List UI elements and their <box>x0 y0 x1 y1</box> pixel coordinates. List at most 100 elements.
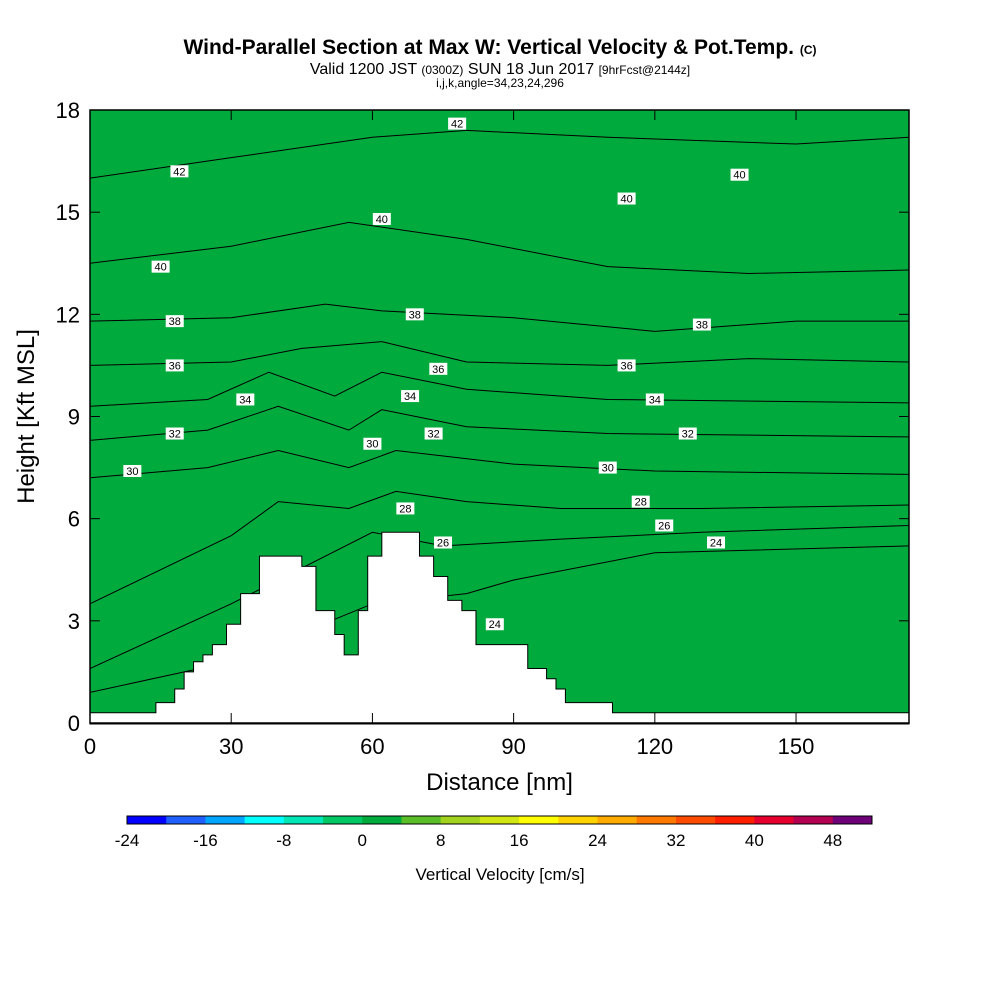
theta-contour-40 <box>90 221 909 274</box>
contour-label-box-11 <box>617 359 636 372</box>
contour-label-36: 36 <box>620 360 632 372</box>
contour-label-30: 30 <box>126 466 138 478</box>
x-tick-label: 30 <box>219 734 243 759</box>
contour-label-box-6 <box>165 315 184 328</box>
contour-label-36: 36 <box>432 364 444 376</box>
x-tick-label: 90 <box>501 734 525 759</box>
theta-contour-36 <box>90 341 909 366</box>
x-tick-label: 120 <box>636 734 673 759</box>
colorbar-swatch <box>244 816 285 824</box>
theta-contour-30 <box>90 450 909 479</box>
contour-label-30: 30 <box>602 463 614 475</box>
colorbar-swatch <box>323 816 363 824</box>
chart-subtitle: Valid 1200 JST (0300Z) SUN 18 Jun 2017 [… <box>0 61 1000 79</box>
colorbar-swatch <box>558 816 599 824</box>
contour-label-box-13 <box>401 390 420 403</box>
y-tick-label: 18 <box>56 98 80 123</box>
contour-label-38: 38 <box>409 309 421 321</box>
contour-label-34: 34 <box>404 391 416 403</box>
colorbar-tick-label: 8 <box>436 831 445 850</box>
contour-label-box-14 <box>645 393 664 406</box>
theta-contour-32 <box>90 405 909 441</box>
colorbar-swatch <box>519 816 559 824</box>
contour-label-box-9 <box>165 359 184 372</box>
colorbar-swatch <box>675 816 716 824</box>
colorbar-tick-label: -16 <box>193 831 218 850</box>
valid-date: SUN 18 Jun 2017 <box>467 61 595 78</box>
valid-utc: (0300Z) <box>421 63 464 77</box>
y-tick-label: 9 <box>68 405 80 430</box>
contour-label-box-21 <box>396 502 415 515</box>
terrain-mask <box>89 531 910 725</box>
y-tick-label: 12 <box>56 302 80 327</box>
contour-label-40: 40 <box>376 214 388 226</box>
colorbar-swatch <box>401 816 442 824</box>
contour-label-box-24 <box>655 519 674 532</box>
contour-label-40: 40 <box>733 170 745 182</box>
contour-label-box-12 <box>236 393 255 406</box>
contour-label-box-1 <box>448 117 467 130</box>
colorbar-swatch <box>479 816 520 824</box>
y-tick-label: 3 <box>68 609 80 634</box>
colorbar-swatch <box>205 816 246 824</box>
y-tick-label: 0 <box>68 711 80 736</box>
contour-labels: 42 42 40 40 40 40 38 38 38 36 36 36 34 34 34 32 32 32 30 30… <box>123 117 749 631</box>
contour-label-40: 40 <box>154 262 166 274</box>
contour-label-34: 34 <box>649 394 661 406</box>
contour-label-box-2 <box>151 260 170 273</box>
x-tick-label: 60 <box>360 734 384 759</box>
contour-label-box-19 <box>363 437 382 450</box>
x-tick-label: 0 <box>84 734 96 759</box>
contour-label-box-10 <box>429 362 448 375</box>
theta-contours <box>90 129 909 693</box>
params-line: i,j,k,angle=34,23,24,296 <box>436 76 564 90</box>
colorbar-swatch <box>127 816 167 824</box>
contour-label-box-20 <box>598 461 617 474</box>
y-tick-label: 6 <box>68 507 80 532</box>
contour-label-42: 42 <box>173 166 185 178</box>
y-axis-label: Height [Kft MSL] <box>13 329 40 504</box>
contour-label-40: 40 <box>620 194 632 206</box>
contour-label-24: 24 <box>710 538 722 550</box>
colorbar: -24 -16 -8 0 8 16 24 32 40 48 Vertical Velocity [c… <box>115 815 873 884</box>
contour-label-box-15 <box>165 427 184 440</box>
colorbar-frame <box>126 815 873 825</box>
contour-label-box-0 <box>170 165 189 178</box>
contour-label-26: 26 <box>437 538 449 550</box>
contour-label-26: 26 <box>658 520 670 532</box>
contour-label-28: 28 <box>399 503 411 515</box>
colorbar-swatch <box>754 816 795 824</box>
contour-label-36: 36 <box>169 360 181 372</box>
colorbar-swatch <box>440 816 481 824</box>
theta-contour-38 <box>90 303 909 332</box>
colorbar-swatch <box>362 816 402 824</box>
contour-label-34: 34 <box>239 394 251 406</box>
title-main: Wind-Parallel Section at Max W: Vertical… <box>183 36 794 59</box>
colorbar-tick-label: -8 <box>276 831 291 850</box>
contour-label-30: 30 <box>366 439 378 451</box>
contour-label-box-23 <box>434 536 453 549</box>
y-tick-label: 15 <box>56 200 80 225</box>
colorbar-tick-label: 0 <box>358 831 367 850</box>
colorbar-swatch <box>166 816 206 824</box>
colorbar-swatch <box>715 816 755 824</box>
colorbar-label: Vertical Velocity [cm/s] <box>415 865 584 884</box>
colorbar-tick-label: 24 <box>588 831 607 850</box>
contour-label-32: 32 <box>169 429 181 441</box>
contour-label-box-8 <box>692 318 711 331</box>
contour-label-42: 42 <box>451 119 463 131</box>
x-tick-label: 150 <box>778 734 815 759</box>
contour-label-box-26 <box>707 536 726 549</box>
valid-prefix: Valid 1200 JST <box>309 61 417 78</box>
colorbar-tick-label: 16 <box>510 831 529 850</box>
contour-label-32: 32 <box>682 429 694 441</box>
contour-label-box-22 <box>631 495 650 508</box>
contour-label-box-4 <box>617 192 636 205</box>
contour-label-box-5 <box>730 168 749 181</box>
x-axis-label: Distance [nm] <box>426 769 573 796</box>
theta-contour-42 <box>90 129 909 179</box>
contour-label-box-17 <box>678 427 697 440</box>
chart-title: Wind-Parallel Section at Max W: Vertical… <box>0 36 1000 60</box>
